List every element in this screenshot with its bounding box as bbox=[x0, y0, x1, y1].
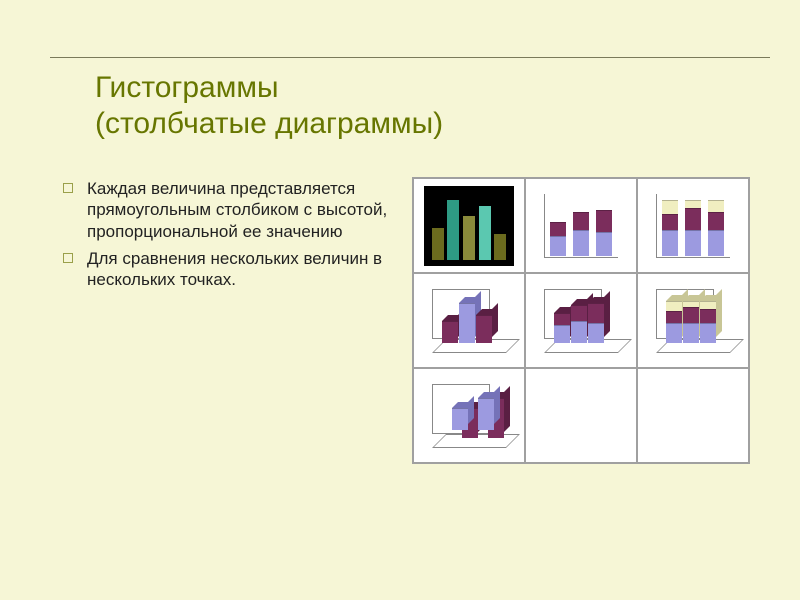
chart-thumbnail-icon bbox=[652, 285, 734, 357]
title-line-1: Гистограммы bbox=[95, 70, 443, 106]
title-line-2: (столбчатые диаграммы) bbox=[95, 106, 443, 142]
chart-type-grid bbox=[412, 177, 750, 464]
chart-thumbnail-cell[interactable] bbox=[637, 178, 749, 273]
bullet-text: Каждая величина представляется прямоугол… bbox=[87, 178, 403, 242]
bullet-marker-icon bbox=[63, 253, 73, 263]
decorative-rule bbox=[50, 57, 770, 58]
chart-thumbnail-icon bbox=[652, 190, 734, 262]
chart-thumbnail-cell[interactable] bbox=[525, 273, 637, 368]
chart-thumbnail-cell bbox=[525, 368, 637, 463]
chart-thumbnail-cell[interactable] bbox=[413, 178, 525, 273]
chart-thumbnail-cell[interactable] bbox=[413, 273, 525, 368]
chart-thumbnail-cell[interactable] bbox=[413, 368, 525, 463]
list-item: Для сравнения нескольких величин в неско… bbox=[63, 248, 403, 291]
chart-thumbnail-cell[interactable] bbox=[525, 178, 637, 273]
chart-thumbnail-icon bbox=[428, 285, 510, 357]
chart-thumbnail-cell[interactable] bbox=[637, 273, 749, 368]
bullet-list: Каждая величина представляется прямоугол… bbox=[63, 178, 403, 296]
chart-thumbnail-cell bbox=[637, 368, 749, 463]
chart-thumbnail-icon bbox=[540, 285, 622, 357]
list-item: Каждая величина представляется прямоугол… bbox=[63, 178, 403, 242]
bullet-text: Для сравнения нескольких величин в неско… bbox=[87, 248, 403, 291]
chart-thumbnail-icon bbox=[540, 190, 622, 262]
chart-thumbnail-icon bbox=[424, 186, 514, 266]
bullet-marker-icon bbox=[63, 183, 73, 193]
slide-title: Гистограммы (столбчатые диаграммы) bbox=[95, 70, 443, 142]
chart-thumbnail-icon bbox=[428, 380, 510, 452]
